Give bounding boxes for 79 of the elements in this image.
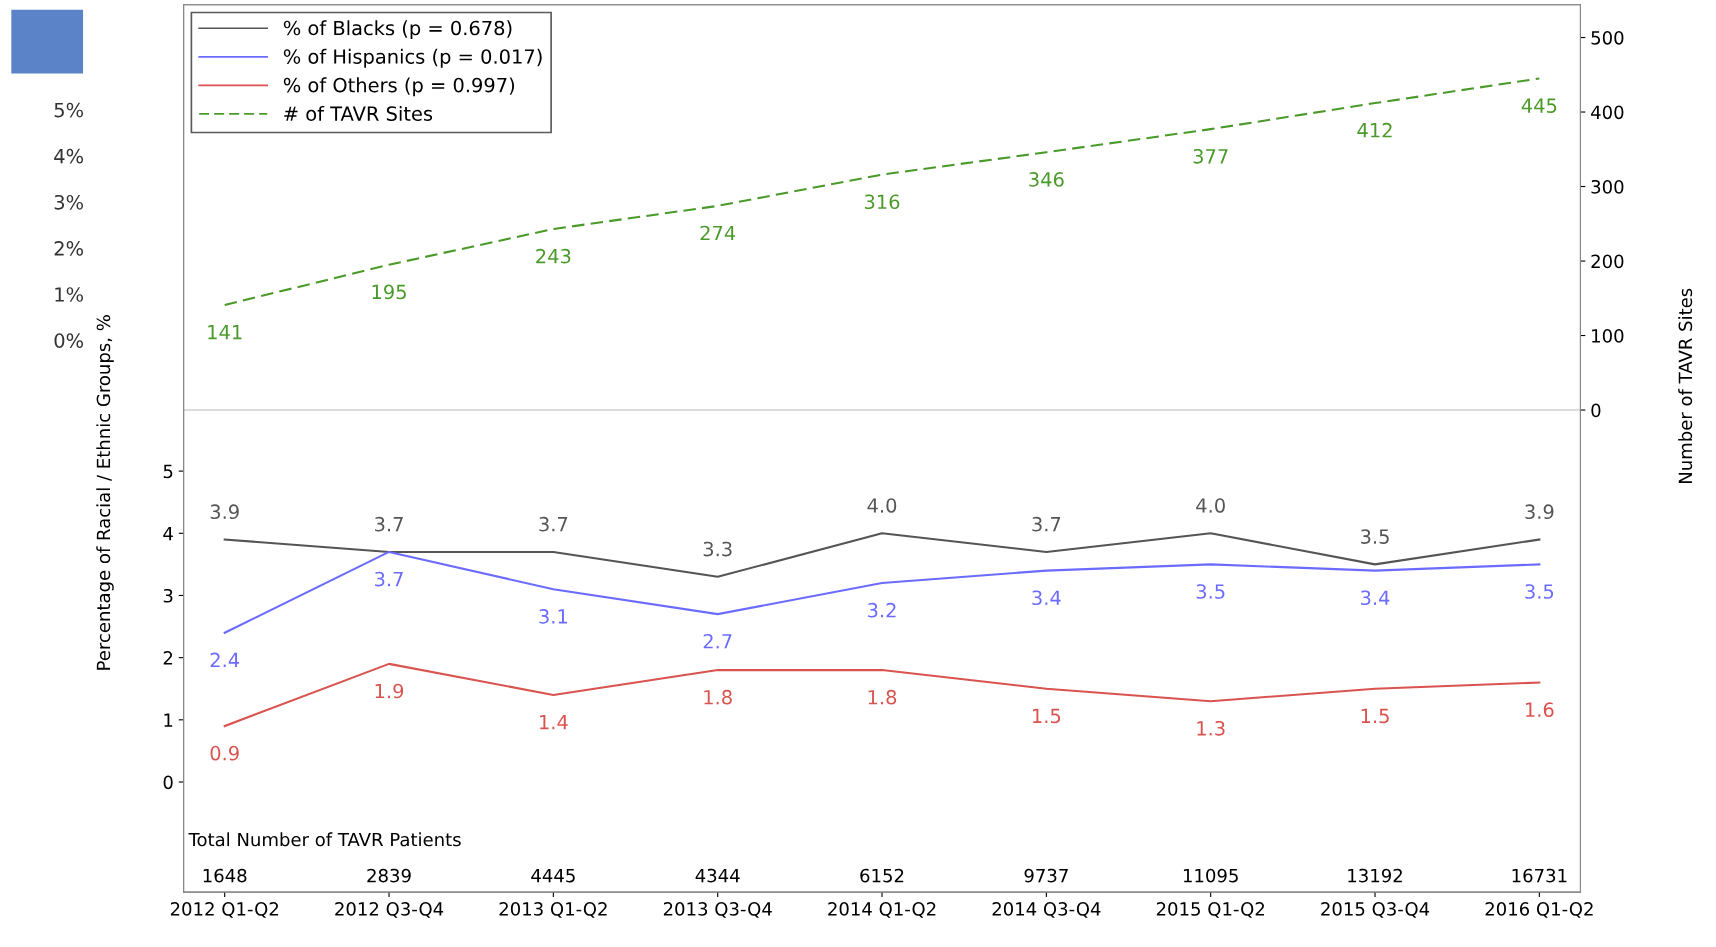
y2-tick-label: 400 (1591, 105, 1624, 120)
data-label: 3.7 (375, 571, 403, 587)
data-label: 3.1 (539, 609, 568, 624)
data-label: 1.6 (1526, 702, 1554, 718)
y2-tick-label: 500 (1591, 30, 1624, 45)
data-label: 1.9 (375, 683, 404, 699)
annotation: 16731 (1512, 868, 1567, 883)
text: 1% (55, 287, 84, 302)
data-label: 141 (208, 325, 242, 340)
data-label: 1.8 (704, 689, 732, 705)
data-label: 2.7 (703, 633, 732, 649)
y-tick-label: 3 (163, 588, 173, 603)
data-label: 412 (1357, 122, 1392, 138)
data-label: 3.2 (868, 602, 896, 618)
x-tick-label: 2014 Q3-Q4 (992, 902, 1101, 918)
data-label: 445 (1521, 98, 1557, 113)
text: 5% (54, 102, 84, 118)
legend-label: % of Hispanics (p = 0.017) (283, 48, 542, 68)
data-label: 1.5 (1361, 708, 1389, 724)
data-label: 3.5 (1196, 584, 1225, 599)
annotation: 6152 (860, 868, 904, 883)
annotation: 2839 (367, 868, 411, 883)
data-label: 3.4 (1032, 590, 1061, 606)
data-label: 1.4 (540, 715, 568, 730)
data-label: 346 (1029, 172, 1064, 187)
data-label: 3.4 (1361, 590, 1390, 606)
y2-axis-title: Number of TAVR Sites (1678, 288, 1693, 483)
data-label: 243 (536, 248, 571, 264)
annotation: 13192 (1348, 868, 1402, 883)
data-label: 3.5 (1525, 584, 1554, 599)
text: 0% (54, 333, 84, 348)
annotation: 11095 (1183, 868, 1238, 883)
x-tick-label: 2013 Q1-Q2 (499, 902, 607, 918)
y-tick-label: 2 (163, 651, 173, 665)
data-label: 4.0 (867, 498, 897, 513)
data-label: 3.7 (539, 516, 568, 532)
data-label: 3.9 (210, 504, 239, 520)
data-label: 195 (372, 284, 406, 300)
data-label: 3.7 (375, 516, 403, 532)
data-label: 0.9 (210, 745, 239, 761)
x-tick-label: 2014 Q1-Q2 (828, 902, 936, 918)
data-label: 1.5 (1033, 708, 1061, 724)
data-label: 3.3 (703, 541, 732, 557)
y-axis-title: Percentage of Racial / Ethnic Groups, % (96, 315, 114, 670)
y2-tick-label: 0 (1591, 403, 1601, 418)
x-tick-label: 2015 Q1-Q2 (1156, 902, 1265, 918)
x-tick-label: 2016 Q1-Q2 (1485, 902, 1593, 918)
y2-tick-label: 100 (1592, 328, 1624, 343)
y-tick-label: 4 (163, 526, 173, 541)
annotation: Total Number of TAVR Patients (188, 832, 461, 847)
data-label: 3.9 (1525, 504, 1554, 520)
data-label: 377 (1193, 148, 1228, 164)
x-tick-label: 2013 Q3-Q4 (663, 902, 772, 918)
legend-label: % of Others (p = 0.997) (283, 77, 515, 97)
data-label: 1.3 (1197, 720, 1225, 736)
text: 4% (54, 148, 84, 164)
annotation: 4344 (695, 868, 740, 883)
x-tick-label: 2015 Q3-Q4 (1321, 902, 1430, 918)
annotation: 4445 (531, 868, 575, 883)
y-tick-label: 1 (164, 713, 173, 727)
data-label: 2.4 (210, 652, 240, 667)
text: 2% (54, 241, 84, 256)
data-label: 3.7 (1032, 516, 1061, 532)
data-label: 3.5 (1361, 529, 1389, 544)
data-label: 316 (864, 194, 900, 210)
legend-label: % of Blacks (p = 0.678) (283, 20, 512, 40)
text: 3% (54, 194, 84, 210)
annotation: 1648 (203, 868, 247, 883)
legend-label: # of TAVR Sites (284, 105, 433, 121)
data-label: 4.0 (1196, 498, 1225, 513)
y-tick-label: 5 (163, 464, 173, 479)
y2-tick-label: 200 (1591, 254, 1624, 269)
data-label: 274 (700, 225, 736, 241)
data-label: 1.8 (868, 689, 897, 705)
y-tick-label: 0 (163, 775, 173, 790)
x-tick-label: 2012 Q1-Q2 (170, 902, 279, 918)
annotation: 9737 (1024, 868, 1068, 883)
x-tick-label: 2012 Q3-Q4 (335, 902, 444, 918)
y2-tick-label: 300 (1591, 179, 1624, 194)
